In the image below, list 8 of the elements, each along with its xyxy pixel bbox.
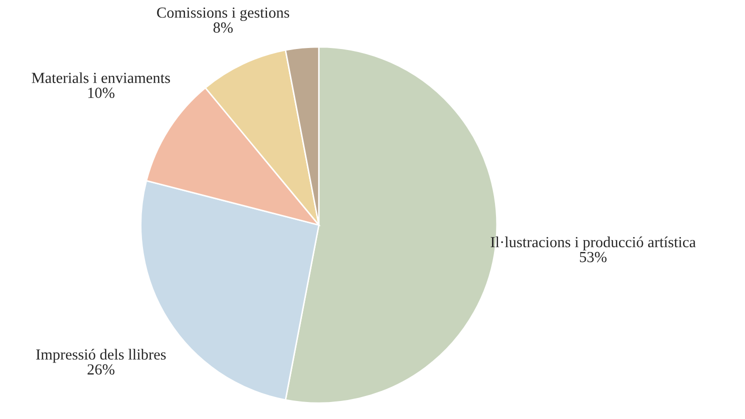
data-label: 10% bbox=[88, 88, 114, 98]
slice-label: Materials i enviaments bbox=[32, 72, 170, 84]
data-label: 26% bbox=[88, 364, 114, 375]
data-label: 53% bbox=[580, 252, 607, 262]
data-label: 8% bbox=[213, 22, 233, 33]
slice-label: Impressió dels llibres bbox=[36, 348, 166, 363]
slice-label: Il·lustracions i producció artística bbox=[490, 236, 696, 250]
slice-label: Comissions i gestions bbox=[157, 8, 290, 21]
